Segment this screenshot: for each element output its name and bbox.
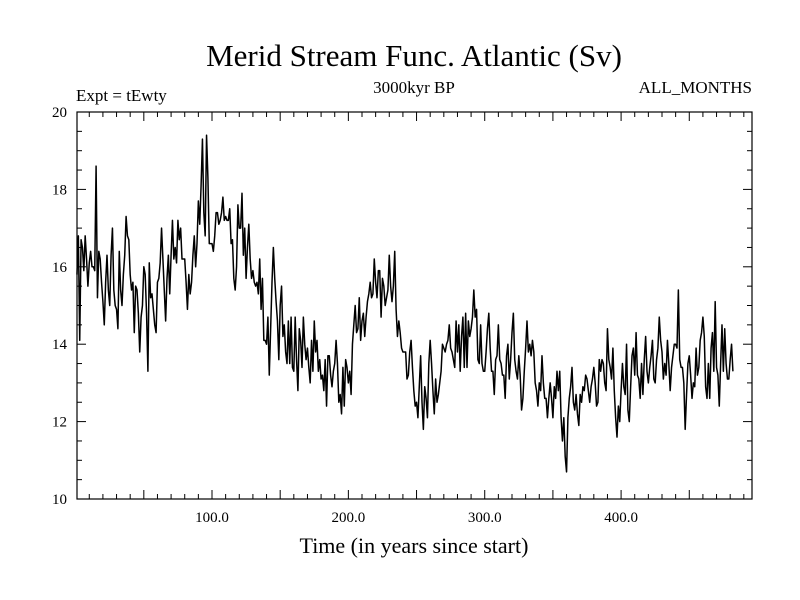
y-tick-label: 12 <box>52 415 67 431</box>
y-tick-label: 18 <box>52 182 67 198</box>
x-tick-label: 300.0 <box>468 510 502 526</box>
y-tick-label: 20 <box>52 105 67 121</box>
y-axis-tick-labels: 10 12 14 16 18 20 <box>52 105 68 508</box>
series-line <box>76 134 734 473</box>
y-tick-label: 16 <box>52 260 68 276</box>
period-label: 3000kyr BP <box>373 78 455 97</box>
plot-frame <box>76 111 753 500</box>
axis-ticks <box>77 111 752 500</box>
x-tick-label: 400.0 <box>604 510 638 526</box>
x-axis-tick-labels: 100.0 200.0 300.0 400.0 <box>195 510 638 526</box>
x-axis-label: Time (in years since start) <box>300 533 529 558</box>
chart-title: Merid Stream Func. Atlantic (Sv) <box>206 38 622 73</box>
x-tick-label: 200.0 <box>331 510 365 526</box>
y-tick-label: 10 <box>52 492 67 508</box>
months-label: ALL_MONTHS <box>639 78 752 97</box>
x-tick-label: 100.0 <box>195 510 229 526</box>
experiment-label: Expt = tEwty <box>76 86 167 105</box>
y-tick-label: 14 <box>52 337 68 353</box>
